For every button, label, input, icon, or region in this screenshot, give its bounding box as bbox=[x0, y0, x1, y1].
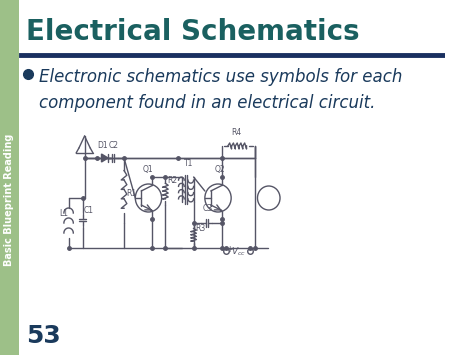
Text: Basic Blueprint Reading: Basic Blueprint Reading bbox=[4, 134, 14, 266]
Text: +: + bbox=[227, 246, 233, 255]
Text: -: - bbox=[251, 246, 254, 255]
Text: C2: C2 bbox=[109, 141, 119, 150]
Text: R3: R3 bbox=[195, 224, 206, 233]
Text: R4: R4 bbox=[231, 128, 241, 137]
Text: R2: R2 bbox=[167, 176, 177, 185]
Polygon shape bbox=[101, 154, 108, 162]
Text: Electronic schematics use symbols for each
component found in an electrical circ: Electronic schematics use symbols for ea… bbox=[39, 68, 403, 113]
Text: L1: L1 bbox=[59, 209, 68, 218]
Text: C3: C3 bbox=[203, 204, 213, 213]
Text: Q2: Q2 bbox=[214, 165, 225, 174]
Text: T1: T1 bbox=[184, 159, 193, 168]
Text: $V_{cc}$: $V_{cc}$ bbox=[231, 246, 246, 258]
Text: 53: 53 bbox=[27, 324, 61, 348]
Text: D1: D1 bbox=[98, 141, 109, 150]
Text: C1: C1 bbox=[83, 206, 94, 215]
Text: Q1: Q1 bbox=[143, 165, 154, 174]
Text: Electrical Schematics: Electrical Schematics bbox=[27, 18, 360, 46]
Bar bbox=[0, 0, 19, 355]
Text: R1: R1 bbox=[126, 189, 136, 198]
